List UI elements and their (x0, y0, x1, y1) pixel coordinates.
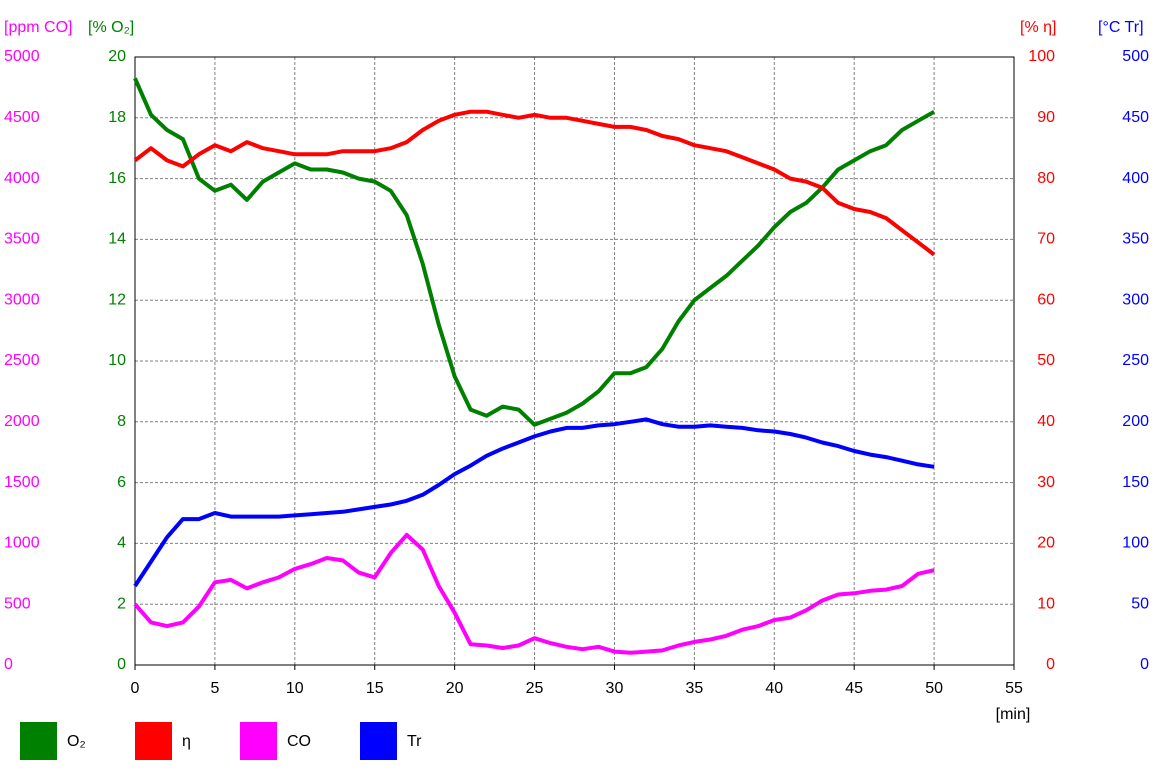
legend-label: CO (287, 733, 311, 750)
y2-tick-label: 90 (1037, 109, 1055, 126)
y2-tick-label: 70 (1037, 231, 1055, 248)
y-tick-label: 12 (108, 291, 126, 308)
x-tick-label: 55 (1005, 680, 1023, 697)
y3-tick-label: 1000 (4, 535, 40, 552)
x-tick-label: 15 (366, 680, 384, 697)
x-tick-label: 25 (526, 680, 544, 697)
y4-tick-label: 50 (1131, 595, 1149, 612)
y2-tick-label: 40 (1037, 413, 1055, 430)
y-tick-label: 6 (117, 474, 126, 491)
y-tick-label: 14 (108, 231, 126, 248)
y3-tick-label: 3000 (4, 291, 40, 308)
x-tick-label: 35 (685, 680, 703, 697)
y3-tick-label: 2000 (4, 413, 40, 430)
series-line (133, 109, 936, 257)
plot-frame (134, 56, 1015, 666)
y4-tick-label: 100 (1122, 535, 1149, 552)
y-axis-label: [% O₂] (88, 19, 134, 36)
x-tick-label: 45 (845, 680, 863, 697)
y-tick-label: 18 (108, 109, 126, 126)
series-line (133, 77, 936, 427)
y-tick-label: 20 (108, 48, 126, 65)
y4-tick-label: 500 (1122, 48, 1149, 65)
y-tick-label: 10 (108, 352, 126, 369)
series-line (133, 532, 935, 655)
legend-label: η (182, 733, 191, 750)
y2-tick-label: 50 (1037, 352, 1055, 369)
legend-swatch (240, 722, 277, 760)
y3-tick-label: 2500 (4, 352, 40, 369)
y3-tick-label: 1500 (4, 474, 40, 491)
y2-tick-label: 20 (1037, 535, 1055, 552)
legend-label: O₂ (67, 733, 86, 750)
legend-swatch (20, 722, 57, 760)
y4-tick-label: 150 (1122, 474, 1149, 491)
y3-tick-label: 5000 (4, 48, 40, 65)
x-tick-label: 20 (446, 680, 464, 697)
y4-axis-label: [°C Tr] (1098, 19, 1144, 36)
legend-label: Tr (407, 733, 422, 750)
y2-axis-label: [% η] (1020, 19, 1056, 36)
x-tick-label: 40 (765, 680, 783, 697)
legend-swatch (135, 722, 172, 760)
y4-tick-label: 0 (1140, 656, 1149, 673)
y2-tick-label: 60 (1037, 291, 1055, 308)
y2-tick-label: 100 (1028, 48, 1055, 65)
y3-tick-label: 3500 (4, 231, 40, 248)
y-tick-label: 8 (117, 413, 126, 430)
y4-tick-label: 300 (1122, 291, 1149, 308)
series-line (133, 417, 935, 588)
y2-tick-label: 10 (1037, 595, 1055, 612)
y4-tick-label: 250 (1122, 352, 1149, 369)
y-tick-label: 16 (108, 170, 126, 187)
y-tick-label: 2 (117, 595, 126, 612)
y3-tick-label: 500 (4, 595, 31, 612)
y2-tick-label: 30 (1037, 474, 1055, 491)
y-tick-label: 4 (117, 535, 126, 552)
y4-tick-label: 450 (1122, 109, 1149, 126)
x-tick-label: 30 (606, 680, 624, 697)
x-tick-label: 10 (286, 680, 304, 697)
y2-tick-label: 80 (1037, 170, 1055, 187)
y4-tick-label: 350 (1122, 231, 1149, 248)
y3-tick-label: 4500 (4, 109, 40, 126)
x-tick-label: 50 (925, 680, 943, 697)
y4-tick-label: 400 (1122, 170, 1149, 187)
y4-tick-label: 200 (1122, 413, 1149, 430)
y2-tick-label: 0 (1046, 656, 1055, 673)
x-axis-label: [min] (996, 706, 1031, 723)
legend-swatch (360, 722, 397, 760)
y3-axis-label: [ppm CO] (4, 19, 72, 36)
y3-tick-label: 4000 (4, 170, 40, 187)
x-tick-label: 5 (210, 680, 219, 697)
y-tick-label: 0 (117, 656, 126, 673)
y3-tick-label: 0 (4, 656, 13, 673)
x-tick-label: 0 (131, 680, 140, 697)
